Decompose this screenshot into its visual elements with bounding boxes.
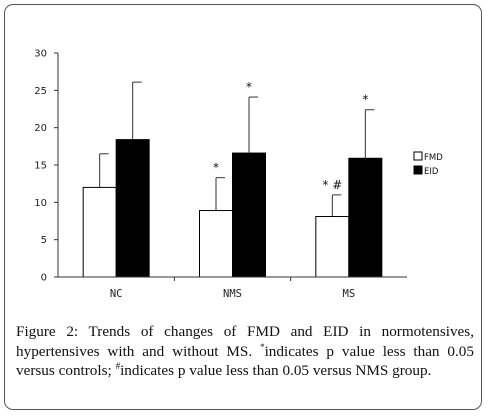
y-axis: 0 5 10 15 20 25 30 xyxy=(34,49,59,284)
significance-marker: * xyxy=(213,161,219,175)
legend-label: EID xyxy=(424,167,439,177)
y-tick-label: 10 xyxy=(34,198,47,209)
x-axis: NC NMS MS xyxy=(58,276,407,300)
significance-marker: * xyxy=(246,80,252,94)
bar xyxy=(315,216,350,278)
significance-marker: * xyxy=(362,93,368,107)
figure-caption: Figure 2: Trends of changes of FMD and E… xyxy=(16,322,474,381)
y-tick-label: 20 xyxy=(34,123,47,134)
legend-swatch xyxy=(413,165,423,175)
bar xyxy=(232,152,266,278)
bar xyxy=(348,157,383,278)
x-tick-label: NC xyxy=(110,288,123,300)
caption-sup-2: # xyxy=(115,361,121,371)
bars: * * * # * xyxy=(82,80,383,278)
bar xyxy=(82,186,117,278)
y-tick-label: 5 xyxy=(41,235,47,246)
caption-text-2: indicates p value less than 0.05 versus … xyxy=(16,342,474,380)
caption-text-1: Figure 2: Trends of changes of FMD and E… xyxy=(16,323,474,360)
caption-text-3: indicates p value less than 0.05 versus … xyxy=(120,362,432,379)
x-tick-label: MS xyxy=(343,288,356,300)
y-tick-label: 25 xyxy=(34,86,47,97)
bar xyxy=(199,210,233,278)
y-tick-label: 0 xyxy=(41,273,47,284)
legend-swatch xyxy=(413,151,423,161)
significance-marker: * # xyxy=(322,178,342,192)
legend-label: FMD xyxy=(424,153,443,163)
caption-sup-1: * xyxy=(260,341,265,352)
bar xyxy=(115,139,150,278)
y-tick-label: 30 xyxy=(34,49,47,60)
legend: FMD EID xyxy=(413,151,443,177)
y-tick-label: 15 xyxy=(34,161,47,172)
x-tick-label: NMS xyxy=(223,288,242,300)
